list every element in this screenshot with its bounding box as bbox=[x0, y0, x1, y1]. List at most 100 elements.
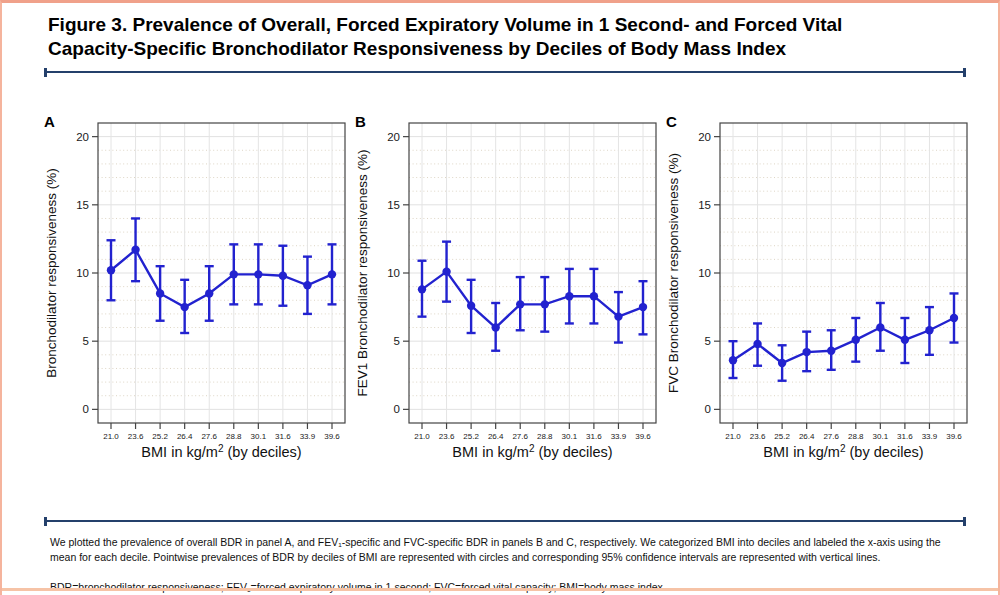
x-tick-label: 27.6 bbox=[512, 432, 528, 441]
x-tick-label: 27.6 bbox=[201, 432, 217, 441]
data-point bbox=[279, 271, 287, 279]
data-points bbox=[418, 267, 647, 331]
data-point bbox=[180, 303, 188, 311]
gridlines bbox=[720, 123, 967, 423]
x-tick-label: 21.0 bbox=[103, 432, 119, 441]
data-point bbox=[778, 359, 786, 367]
panel-a: 0510152021.023.625.226.427.628.830.131.6… bbox=[42, 107, 347, 473]
y-tick-label: 20 bbox=[76, 131, 89, 143]
y-tick-label: 10 bbox=[698, 267, 711, 279]
figure-page: { "figure": { "title": "Figure 3. Preval… bbox=[0, 0, 1000, 595]
y-tick-label: 5 bbox=[394, 335, 400, 347]
y-axis-title: Bronchodilator responsiveness (%) bbox=[44, 168, 59, 377]
y-tick-label: 0 bbox=[83, 403, 89, 415]
panel-letter: B bbox=[355, 113, 366, 130]
y-tick-label: 5 bbox=[705, 335, 711, 347]
x-tick-label: 30.1 bbox=[562, 432, 578, 441]
y-tick-label: 15 bbox=[387, 199, 400, 211]
panel-b: 0510152021.023.625.226.427.628.830.131.6… bbox=[353, 107, 658, 473]
x-tick-label: 33.9 bbox=[611, 432, 627, 441]
x-tick-label: 28.8 bbox=[537, 432, 553, 441]
x-axis-title: BMI in kg/m2 (by deciles) bbox=[141, 443, 301, 460]
x-tick-label: 33.9 bbox=[300, 432, 316, 441]
data-point bbox=[254, 270, 262, 278]
error-bars bbox=[418, 242, 648, 351]
error-bars bbox=[107, 218, 337, 333]
figure-caption: We plotted the prevalence of overall BDR… bbox=[50, 535, 966, 565]
data-point bbox=[876, 323, 884, 331]
x-axis-title: BMI in kg/m2 (by deciles) bbox=[763, 443, 923, 460]
y-axis-title: FVC Bronchodilator responsiveness (%) bbox=[666, 153, 681, 393]
data-point bbox=[565, 292, 573, 300]
divider-line bbox=[47, 71, 963, 73]
data-point bbox=[852, 335, 860, 343]
data-point bbox=[541, 300, 549, 308]
x-tick-label: 39.6 bbox=[946, 432, 962, 441]
y-tick-label: 0 bbox=[705, 403, 711, 415]
panel-letter: A bbox=[44, 113, 55, 130]
data-point bbox=[467, 301, 475, 309]
data-point bbox=[107, 266, 115, 274]
x-tick-label: 23.6 bbox=[128, 432, 144, 441]
divider-line bbox=[47, 520, 963, 522]
x-tick-label: 33.9 bbox=[922, 432, 938, 441]
x-tick-label: 27.6 bbox=[823, 432, 839, 441]
x-tick-label: 25.2 bbox=[152, 432, 168, 441]
data-point bbox=[230, 270, 238, 278]
data-point bbox=[131, 245, 139, 253]
trend-line bbox=[422, 272, 643, 328]
data-point bbox=[418, 285, 426, 293]
data-point bbox=[205, 289, 213, 297]
x-tick-label: 21.0 bbox=[725, 432, 741, 441]
data-point bbox=[442, 267, 450, 275]
panel-b-chart: 0510152021.023.625.226.427.628.830.131.6… bbox=[353, 107, 658, 469]
data-point bbox=[925, 326, 933, 334]
x-tick-label: 23.6 bbox=[750, 432, 766, 441]
figure-title: Figure 3. Prevalence of Overall, Forced … bbox=[48, 13, 900, 61]
y-tick-label: 20 bbox=[698, 131, 711, 143]
x-tick-label: 28.8 bbox=[848, 432, 864, 441]
error-bars bbox=[729, 293, 959, 380]
x-tick-label: 39.6 bbox=[324, 432, 340, 441]
axes: 0 5 10 15 20 21.0 23.6 25.2 26.4 27.6 28.8 30.1 31.6… bbox=[698, 131, 962, 441]
panel-c: 0 5 10 15 20 21.0 23.6 25.2 26.4 27.6 28.8 30.1 31.6… bbox=[664, 107, 969, 473]
data-point bbox=[827, 346, 835, 354]
y-tick-label: 10 bbox=[387, 267, 400, 279]
x-tick-label: 26.4 bbox=[488, 432, 504, 441]
y-tick-label: 0 bbox=[394, 403, 400, 415]
y-tick-label: 20 bbox=[387, 131, 400, 143]
y-axis-title: FEV1 Bronchodilator responsiveness (%) bbox=[355, 149, 370, 396]
data-point bbox=[590, 292, 598, 300]
data-point bbox=[614, 312, 622, 320]
panel-a-chart: 0510152021.023.625.226.427.628.830.131.6… bbox=[42, 107, 347, 469]
y-tick-label: 15 bbox=[76, 199, 89, 211]
data-point bbox=[516, 300, 524, 308]
divider-endcap-right bbox=[963, 517, 966, 526]
x-tick-label: 31.6 bbox=[275, 432, 291, 441]
x-tick-label: 26.4 bbox=[799, 432, 815, 441]
x-axis-title: BMI in kg/m2 (by deciles) bbox=[452, 443, 612, 460]
y-tick-label: 15 bbox=[698, 199, 711, 211]
data-point bbox=[901, 335, 909, 343]
data-point bbox=[303, 281, 311, 289]
x-tick-label: 30.1 bbox=[873, 432, 889, 441]
data-points bbox=[107, 245, 336, 311]
x-tick-label: 31.6 bbox=[586, 432, 602, 441]
x-tick-label: 31.6 bbox=[897, 432, 913, 441]
trend-line bbox=[733, 318, 954, 363]
panel-c-chart: 0 5 10 15 20 21.0 23.6 25.2 26.4 27.6 28.8 30.1 31.6… bbox=[664, 107, 969, 469]
divider-endcap-right bbox=[963, 68, 966, 77]
panel-letter: C bbox=[666, 113, 677, 130]
x-tick-label: 25.2 bbox=[774, 432, 790, 441]
data-point bbox=[328, 270, 336, 278]
x-tick-label: 30.1 bbox=[251, 432, 267, 441]
data-point bbox=[802, 348, 810, 356]
data-point bbox=[156, 289, 164, 297]
x-tick-label: 23.6 bbox=[439, 432, 455, 441]
x-tick-label: 21.0 bbox=[414, 432, 430, 441]
bottom-border bbox=[2, 588, 998, 591]
title-divider bbox=[44, 68, 966, 77]
x-tick-label: 39.6 bbox=[635, 432, 651, 441]
data-point bbox=[729, 356, 737, 364]
data-point bbox=[639, 303, 647, 311]
